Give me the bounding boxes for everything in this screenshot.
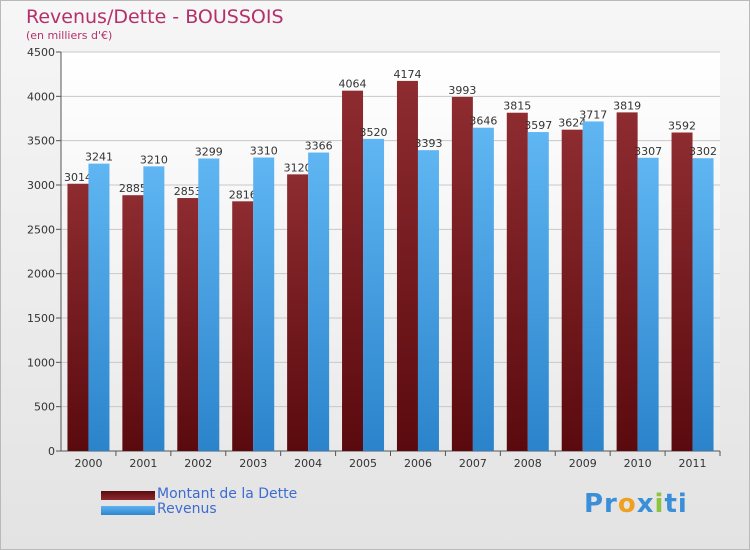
y-tick-label-4500: 4500: [27, 46, 55, 59]
data-label-dette-2003: 2816: [229, 188, 257, 201]
data-label-dette-2000: 3014: [64, 171, 92, 184]
chart-subtitle: (en milliers d'€): [26, 29, 113, 42]
bar-revenus-2007: [472, 127, 494, 451]
legend-label-dette: Montant de la Dette: [157, 486, 298, 502]
data-label-dette-2007: 3993: [448, 84, 476, 97]
legend-swatch-dette: [101, 491, 155, 500]
y-tick-label-3000: 3000: [27, 179, 55, 192]
x-tick-label-2006: 2006: [404, 457, 432, 470]
data-label-revenus-2000: 3241: [85, 151, 113, 164]
bar-dette-2010: [616, 112, 638, 451]
x-tick-label-2010: 2010: [624, 457, 652, 470]
data-label-revenus-2003: 3310: [250, 145, 278, 158]
data-label-revenus-2011: 3302: [689, 145, 717, 158]
bar-dette-2007: [451, 96, 473, 451]
bar-dette-2005: [342, 90, 364, 452]
bar-revenus-2009: [582, 121, 604, 452]
bar-dette-2000: [67, 183, 89, 451]
data-label-dette-2005: 4064: [339, 78, 367, 91]
bar-revenus-2008: [527, 132, 549, 452]
bar-revenus-2003: [253, 157, 275, 451]
x-tick-label-2000: 2000: [74, 457, 102, 470]
data-label-revenus-2006: 3393: [414, 137, 442, 150]
y-tick-label-3500: 3500: [27, 135, 55, 148]
bar-revenus-2004: [308, 152, 330, 451]
data-label-revenus-2009: 3717: [579, 108, 607, 121]
logo-part: ti: [664, 489, 688, 519]
data-label-dette-2010: 3819: [613, 99, 641, 112]
bar-revenus-2011: [692, 158, 714, 452]
x-tick-label-2002: 2002: [184, 457, 212, 470]
y-tick-label-4000: 4000: [27, 90, 55, 103]
logo-part: i: [654, 489, 665, 519]
x-tick-label-2007: 2007: [459, 457, 487, 470]
bar-dette-2006: [396, 80, 418, 451]
bar-revenus-2005: [363, 138, 385, 452]
x-tick-label-2003: 2003: [239, 457, 267, 470]
data-label-revenus-2007: 3646: [469, 115, 497, 128]
proxiti-logo: Proxiti: [584, 489, 688, 519]
legend-label-revenus: Revenus: [157, 501, 217, 517]
y-tick-label-2000: 2000: [27, 268, 55, 281]
bar-revenus-2000: [88, 163, 110, 451]
legend-swatch-revenus: [101, 506, 155, 515]
data-label-dette-2001: 2885: [119, 182, 147, 195]
x-tick-label-2011: 2011: [679, 457, 707, 470]
data-label-revenus-2010: 3307: [634, 145, 662, 158]
x-tick-label-2004: 2004: [294, 457, 322, 470]
x-tick-label-2001: 2001: [129, 457, 157, 470]
data-label-revenus-2004: 3366: [305, 140, 333, 153]
logo-part: o: [617, 489, 637, 519]
x-tick-label-2008: 2008: [514, 457, 542, 470]
data-label-revenus-2005: 3520: [360, 126, 388, 139]
bar-dette-2004: [287, 174, 309, 452]
x-tick-label-2009: 2009: [569, 457, 597, 470]
x-tick-label-2005: 2005: [349, 457, 377, 470]
plot-area: [61, 52, 720, 451]
bar-dette-2011: [671, 132, 693, 451]
data-label-revenus-2008: 3597: [524, 119, 552, 132]
bar-dette-2008: [506, 112, 528, 451]
data-label-dette-2004: 3120: [284, 161, 312, 174]
logo-part: Pr: [584, 489, 618, 519]
data-label-dette-2009: 3624: [558, 117, 586, 130]
bar-dette-2001: [122, 195, 144, 451]
y-tick-label-0: 0: [48, 445, 55, 458]
y-tick-label-1500: 1500: [27, 312, 55, 325]
bar-dette-2002: [177, 198, 199, 451]
data-label-dette-2006: 4174: [393, 68, 421, 81]
y-tick-label-2500: 2500: [27, 223, 55, 236]
chart-title: Revenus/Dette - BOUSSOIS: [26, 6, 284, 28]
data-label-dette-2011: 3592: [668, 120, 696, 133]
bar-revenus-2010: [637, 157, 659, 451]
y-tick-label-500: 500: [34, 401, 55, 414]
data-label-revenus-2002: 3299: [195, 145, 223, 158]
bar-revenus-2001: [143, 166, 165, 451]
data-label-revenus-2001: 3210: [140, 153, 168, 166]
y-tick-label-1000: 1000: [27, 356, 55, 369]
bar-revenus-2002: [198, 158, 220, 452]
bar-dette-2009: [561, 129, 583, 451]
bar-revenus-2006: [417, 150, 439, 452]
data-label-dette-2008: 3815: [503, 100, 531, 113]
data-label-dette-2002: 2853: [174, 185, 202, 198]
logo-part: x: [636, 489, 655, 519]
bar-dette-2003: [232, 201, 254, 451]
